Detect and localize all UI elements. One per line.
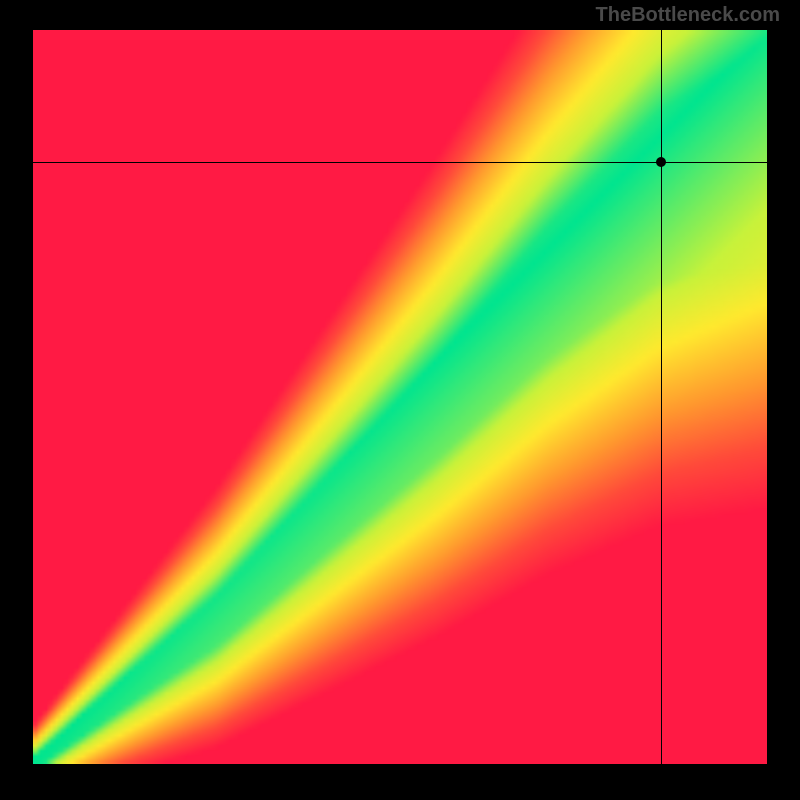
crosshair-vertical-line	[661, 30, 662, 764]
bottleneck-heatmap-plot	[33, 30, 767, 764]
crosshair-marker-dot	[656, 157, 666, 167]
watermark-text: TheBottleneck.com	[596, 4, 780, 27]
heatmap-canvas	[33, 30, 767, 764]
